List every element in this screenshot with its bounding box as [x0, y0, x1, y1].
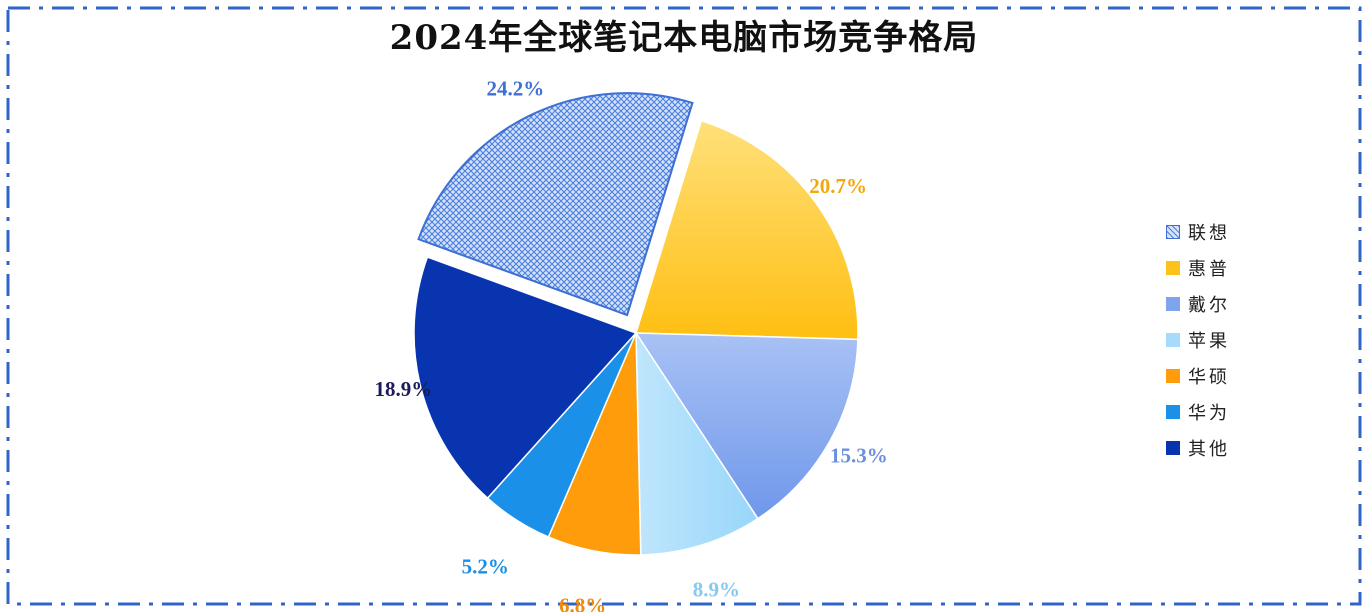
pie-slice-hp [634, 119, 859, 341]
chart-title: 2024年全球笔记本电脑市场竞争格局 [389, 18, 979, 58]
legend-swatch-lenovo [1166, 225, 1180, 239]
pie-slice-lenovo [417, 92, 694, 317]
slice-label-apple: 8.9% [693, 577, 740, 601]
legend-item-hp: 惠普 [1166, 250, 1230, 286]
legend-item-lenovo: 联想 [1166, 214, 1230, 250]
pie-slice-dell [634, 332, 859, 520]
slice-label-hp: 20.7% [809, 174, 867, 198]
legend-swatch-dell [1166, 297, 1180, 311]
legend-item-others: 其他 [1166, 430, 1230, 466]
legend: 联想惠普戴尔苹果华硕华为其他 [1166, 214, 1230, 466]
legend-swatch-hp [1166, 261, 1180, 275]
slice-label-others: 18.9% [375, 377, 433, 401]
legend-item-huawei: 华为 [1166, 394, 1230, 430]
slice-label-dell: 15.3% [830, 443, 888, 467]
legend-label-asus: 华硕 [1188, 367, 1230, 388]
slice-label-lenovo: 24.2% [487, 76, 545, 100]
legend-swatch-asus [1166, 369, 1180, 383]
legend-swatch-huawei [1166, 405, 1180, 419]
legend-label-hp: 惠普 [1188, 259, 1230, 280]
legend-swatch-others [1166, 441, 1180, 455]
pie-slice-others [413, 256, 638, 500]
legend-label-huawei: 华为 [1188, 403, 1230, 424]
slice-label-asus: 6.8% [559, 593, 606, 612]
legend-label-dell: 戴尔 [1188, 295, 1230, 316]
legend-item-asus: 华硕 [1166, 358, 1230, 394]
legend-label-apple: 苹果 [1188, 331, 1230, 352]
legend-item-dell: 戴尔 [1166, 286, 1230, 322]
pie-slice-apple [635, 330, 759, 556]
legend-label-lenovo: 联想 [1188, 223, 1230, 244]
legend-label-others: 其他 [1188, 439, 1230, 460]
legend-item-apple: 苹果 [1166, 322, 1230, 358]
slice-label-huawei: 5.2% [462, 554, 509, 578]
legend-swatch-apple [1166, 333, 1180, 347]
